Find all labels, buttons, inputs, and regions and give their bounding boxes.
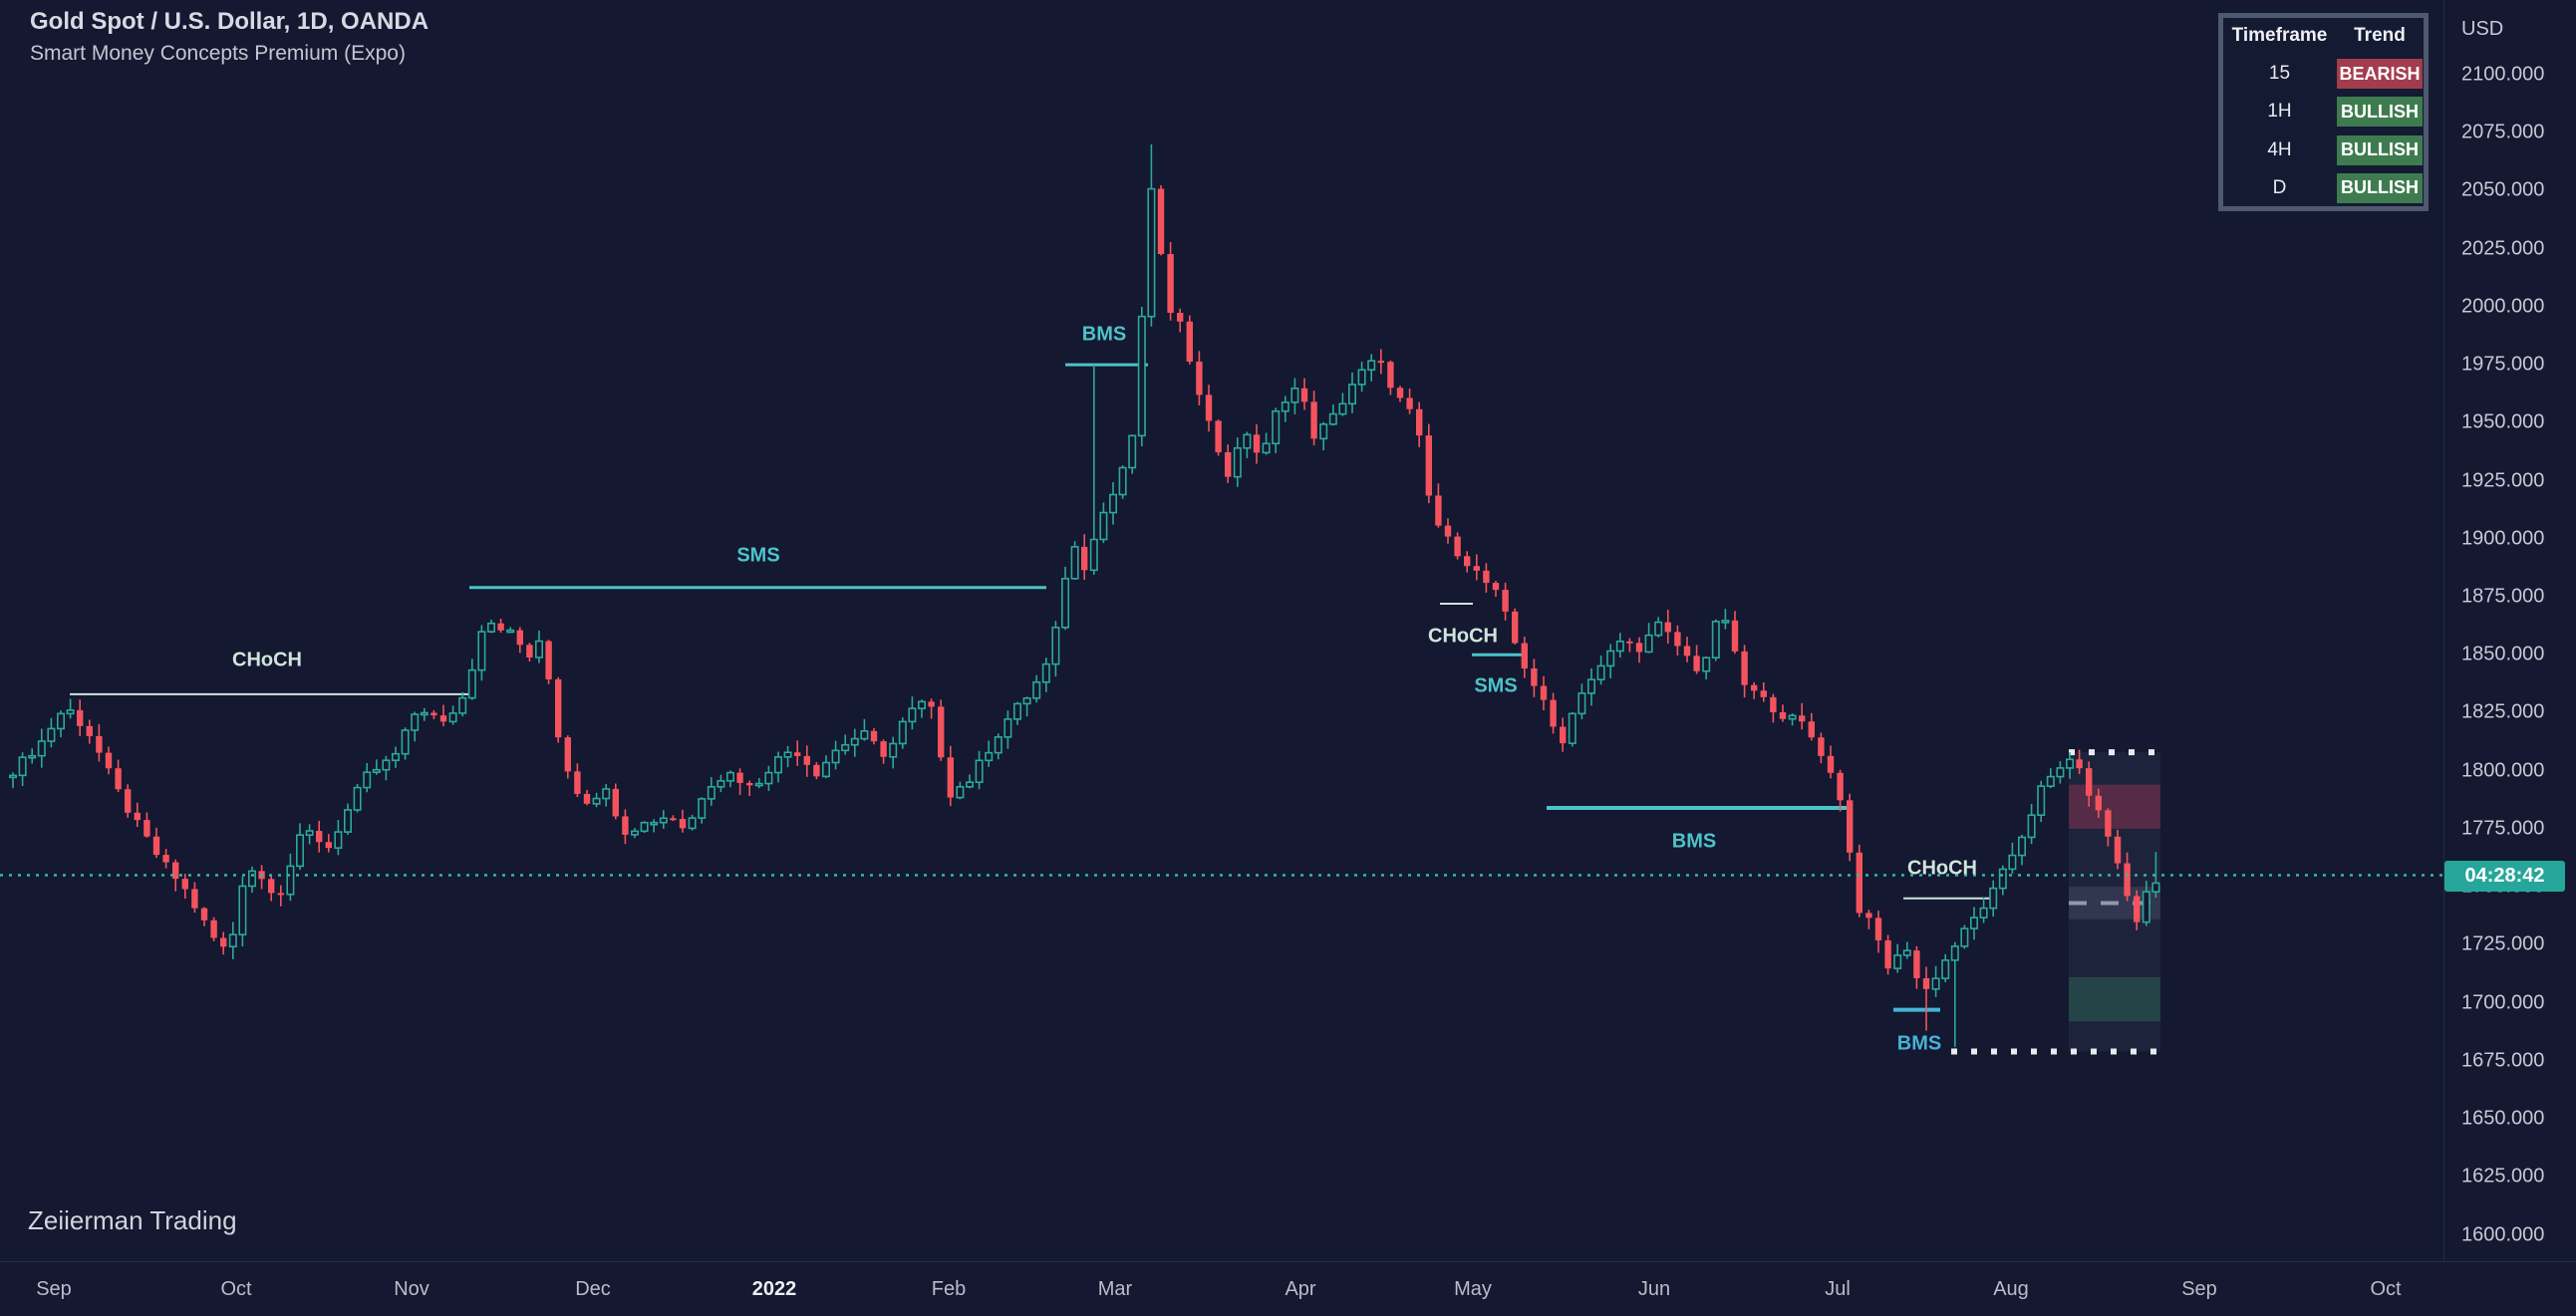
currency-label: USD [2461,18,2504,40]
price-tick-label: 1700.000 [2461,991,2545,1014]
time-axis-separator [0,1261,2576,1262]
price-tick-label: 1725.000 [2461,932,2545,955]
trend-badge-d: BULLISH [2337,172,2423,203]
trend-badge-15: BEARISH [2337,59,2423,90]
time-tick-label: May [1454,1278,1492,1300]
choch-2-label: CHoCH [1428,625,1498,648]
bms-1-label: BMS [1081,323,1127,346]
sms-1-label: SMS [736,544,780,567]
trend-table: Timeframe Trend 15 BEARISH 1H BULLISH 4H BULLIS… [2223,18,2424,206]
price-tick-label: 1925.000 [2461,469,2545,492]
time-tick-label: Sep [2181,1278,2217,1300]
price-tick-label: 2075.000 [2461,121,2545,143]
trend-row-timeframe: 4H [2267,138,2292,160]
time-tick-label: Mar [1097,1278,1133,1300]
mtf-trend-panel: Timeframe Trend 15 BEARISH 1H BULLISH 4H BULLIS… [2218,13,2429,211]
price-tick-label: 1800.000 [2461,759,2545,782]
price-tick-label: 1875.000 [2461,585,2545,608]
price-tick-label: 1675.000 [2461,1049,2545,1072]
price-tick-label: 1775.000 [2461,817,2545,840]
sms-2-label: SMS [1474,674,1518,697]
trend-row-timeframe: D [2272,176,2287,198]
price-axis-separator [2443,0,2444,1261]
discount-zone [2069,976,2160,1022]
time-tick-label: Oct [2370,1278,2402,1300]
time-tick-label: Feb [931,1278,967,1300]
symbol-title[interactable]: Gold Spot / U.S. Dollar, 1D, OANDA [30,8,429,35]
indicator-title[interactable]: Smart Money Concepts Premium (Expo) [30,42,406,65]
price-tick-label: 1850.000 [2461,643,2545,665]
time-tick-label: Oct [220,1278,252,1300]
time-tick-label: Aug [1993,1278,2029,1300]
price-tick-label: 1950.000 [2461,410,2545,433]
trend-row-timeframe: 15 [2268,63,2291,85]
bms-3-label: BMS [1896,1032,1942,1055]
trend-badge-1h: BULLISH [2337,97,2423,128]
time-tick-label: Nov [394,1278,429,1300]
choch-1-label: CHoCH [232,649,302,671]
countdown-text: 04:28:42 [2464,865,2545,887]
price-tick-label: 2100.000 [2461,63,2545,86]
time-tick-label: Jun [1637,1278,1671,1300]
time-tick-label: Sep [36,1278,72,1300]
price-tick-label: 1600.000 [2461,1223,2545,1245]
time-tick-label: Dec [575,1278,611,1300]
premium-zone [2069,784,2160,829]
trend-table-header-trend: Trend [2354,25,2406,47]
price-tick-label: 1900.000 [2461,527,2545,550]
trend-badge-4h: BULLISH [2337,134,2423,165]
price-tick-label: 1625.000 [2461,1165,2545,1187]
price-tick-label: 2025.000 [2461,237,2545,260]
time-tick-label: 2022 [751,1278,797,1300]
price-tick-label: 2000.000 [2461,295,2545,318]
price-tick-label: 1975.000 [2461,353,2545,376]
trend-row-timeframe: 1H [2267,101,2292,123]
time-tick-label: Apr [1285,1278,1316,1300]
bar-countdown-badge[interactable]: 04:28:42 [2444,861,2565,892]
watermark: Zeiierman Trading [28,1205,237,1235]
price-tick-label: 1825.000 [2461,700,2545,723]
price-tick-label: 1650.000 [2461,1107,2545,1130]
time-tick-label: Jul [1825,1278,1851,1300]
bms-2-label: BMS [1671,830,1717,853]
trend-table-header-timeframe: Timeframe [2231,25,2328,47]
candle-bodies [9,187,2160,990]
price-tick-label: 2050.000 [2461,178,2545,201]
choch-3-label: CHoCH [1907,857,1977,880]
candle-wicks [12,143,2157,1047]
